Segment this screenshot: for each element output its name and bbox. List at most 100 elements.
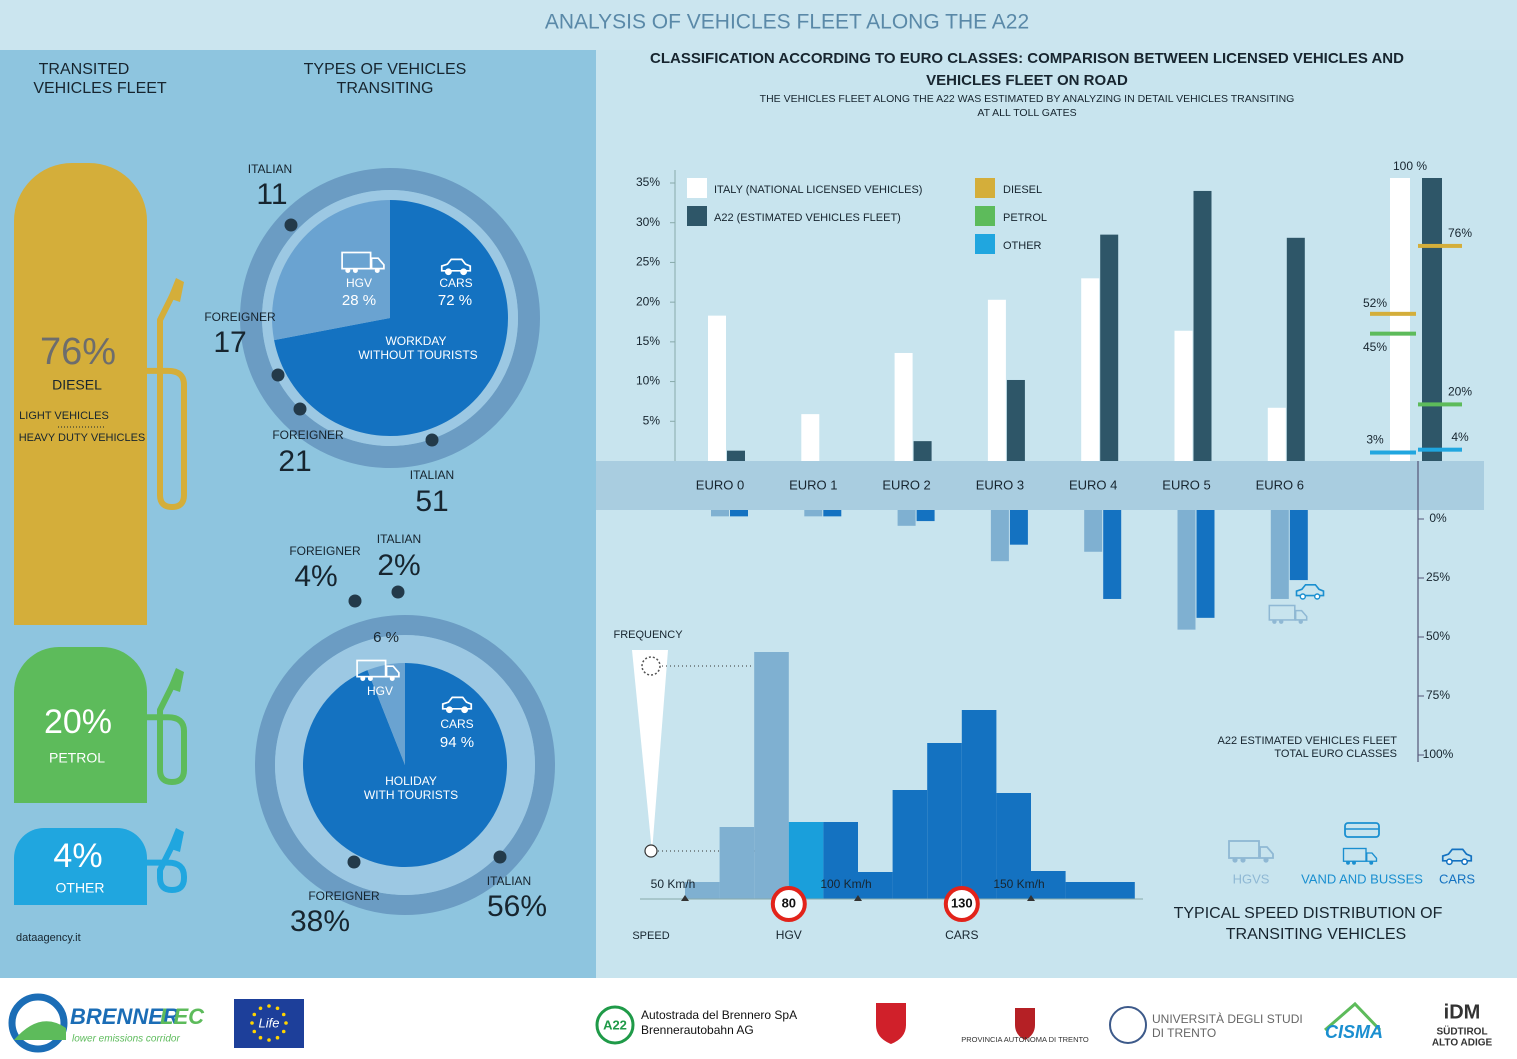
origin-value: 4% (294, 560, 337, 593)
car-icon (441, 696, 473, 714)
funnel-dot (641, 656, 661, 676)
speed-y-label: FREQUENCY (613, 629, 683, 641)
origin-name: ITALIAN (487, 874, 531, 888)
legend-swatch (687, 206, 707, 226)
logo-road (14, 1021, 66, 1040)
nozzle (168, 828, 184, 852)
speed-bar (823, 822, 858, 899)
eu-star (250, 1021, 254, 1025)
total-caption: TOTAL EURO CLASSES (1274, 748, 1397, 760)
x-tick (681, 895, 689, 901)
category-label: EURO 5 (1162, 477, 1210, 492)
euro-lower-bar (730, 510, 748, 517)
logo-text: CISMA (1325, 1022, 1383, 1042)
truck-cab (1366, 852, 1378, 862)
car-icon (1441, 848, 1473, 866)
total-bar (1422, 178, 1442, 461)
slice-label: 94 % (440, 734, 474, 751)
shield (1015, 1008, 1035, 1040)
speed-x-label: SPEED (632, 930, 669, 942)
hose (147, 838, 187, 893)
euro-bar (708, 315, 726, 461)
speed-bar (927, 743, 962, 899)
truck-wheel (374, 268, 380, 274)
nozzle (168, 278, 184, 302)
origin-value: 17 (213, 326, 246, 359)
origin-dot (271, 368, 285, 382)
euro-bar (1286, 237, 1305, 461)
speed-sign-value: 80 (782, 895, 796, 910)
fleet-share: 20% (44, 703, 112, 741)
truck-wheel (1346, 860, 1350, 865)
x-tick-label: 100 Km/h (820, 877, 871, 891)
x-tick (1027, 895, 1035, 901)
truck-wheel (1298, 619, 1303, 624)
eu-star (281, 1012, 286, 1017)
legend-swatch (687, 178, 707, 198)
speed-bar (719, 827, 755, 899)
fuel-label: 52% (1363, 296, 1387, 310)
car-body (1441, 848, 1473, 862)
category-label: EURO 1 (789, 477, 837, 492)
speed-legend-label: VAND AND BUSSES (1301, 871, 1423, 886)
fuel-name: PETROL (49, 750, 105, 766)
origin-name: FOREIGNER (308, 889, 380, 903)
fleet-note: HEAVY DUTY VEHICLES (19, 432, 146, 444)
slice-label: 6 % (373, 629, 399, 646)
fuel-name: DIESEL (52, 377, 102, 393)
euro-lower-bar (1084, 510, 1103, 552)
origin-value: 38% (290, 905, 350, 938)
eu-star (275, 1035, 280, 1040)
euro-lower-bar (897, 510, 916, 526)
speed-bar (892, 790, 928, 899)
fuel-marker (1370, 331, 1416, 336)
truck-icon (356, 659, 400, 682)
car-wheel (1299, 593, 1307, 600)
euro-subtitle: AT ALL TOLL GATES (977, 107, 1076, 119)
logo-text: PROVINCIA AUTONOMA DI TRENTO (961, 1035, 1089, 1044)
truck-icon (1268, 604, 1308, 624)
category-label: EURO 4 (1069, 477, 1117, 492)
logo-text: DI TRENTO (1152, 1026, 1216, 1040)
truck-wheel (1278, 619, 1284, 624)
fuel-marker (1418, 243, 1462, 248)
logo-text: SÜDTIROL (1436, 1025, 1487, 1038)
legend-label: A22 (ESTIMATED VEHICLES FLEET) (714, 212, 901, 224)
car-wheel (1445, 858, 1453, 866)
logo-text: Life (259, 1015, 280, 1030)
legend-swatch (975, 234, 995, 254)
hose (147, 288, 187, 510)
speed-sign-value: 130 (951, 895, 973, 910)
speed-title: TYPICAL SPEED DISTRIBUTION OF (1174, 905, 1443, 922)
truck-icon (1228, 840, 1274, 863)
truck-wheel (1240, 857, 1246, 863)
euro-lower-bar (916, 510, 935, 522)
truck-wheel (1232, 857, 1238, 863)
origin-dot (348, 594, 362, 608)
y-tick-label: 5% (643, 413, 661, 427)
pump-body (14, 163, 147, 625)
outer-ring (240, 168, 540, 468)
origin-name: FOREIGNER (272, 428, 344, 442)
y-tick-label: 25% (636, 255, 660, 269)
car-wheel (1313, 593, 1321, 600)
donut-caption: HOLIDAY (385, 774, 437, 788)
slice-name: HGV (346, 276, 372, 290)
speed-title: TRANSITING VEHICLES (1226, 926, 1406, 943)
origin-value: 11 (256, 178, 287, 211)
euro-bar (1193, 190, 1212, 461)
eu-star (284, 1021, 288, 1025)
truck-wheel (352, 268, 358, 274)
legend-swatch (975, 206, 995, 226)
pump-body (14, 828, 147, 905)
funnel-dot (644, 844, 658, 858)
legend-label: OTHER (1003, 240, 1042, 252)
total-label: 100 % (1393, 159, 1427, 173)
origin-name: FOREIGNER (289, 544, 361, 558)
euro-lower-bar (1289, 510, 1308, 581)
euro-lower-bar (711, 510, 729, 517)
origin-name: ITALIAN (410, 468, 454, 482)
origin-dot (493, 850, 507, 864)
